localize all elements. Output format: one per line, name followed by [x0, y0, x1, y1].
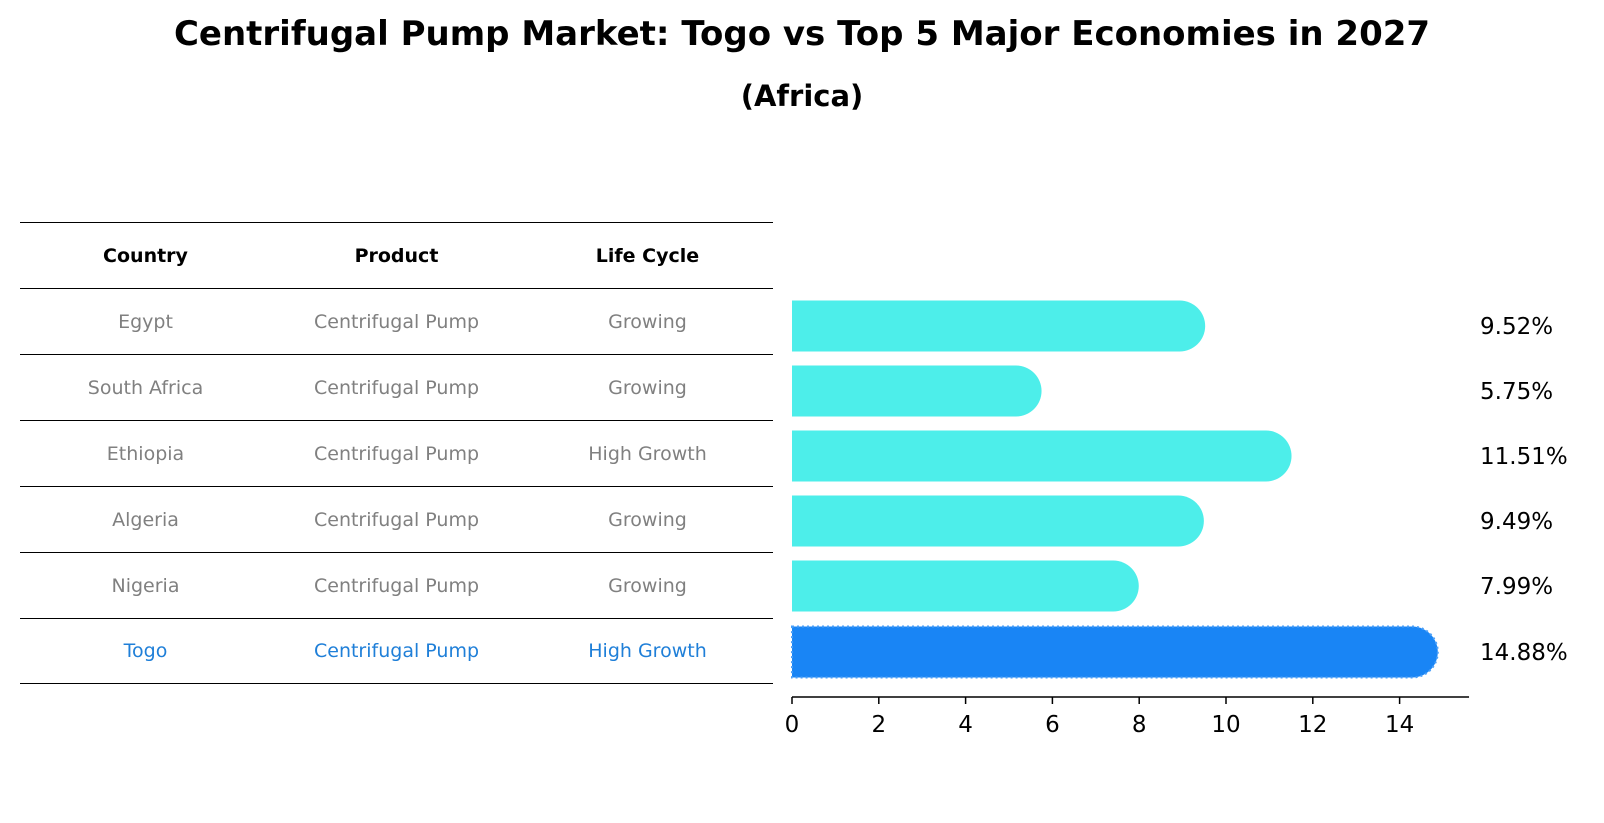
x-tick-label: 4	[958, 712, 973, 738]
country-cell: Nigeria	[111, 574, 180, 597]
country-table: Country Product Life Cycle Egypt Centrif…	[20, 222, 773, 684]
header-country: Country	[103, 244, 188, 267]
country-cell: Algeria	[112, 508, 179, 531]
data-label: 9.49%	[1480, 509, 1553, 535]
life-cycle-cell: High Growth	[588, 442, 707, 465]
table-row: Egypt Centrifugal Pump Growing	[20, 288, 773, 354]
life-cycle-cell: Growing	[608, 376, 687, 399]
data-label: 5.75%	[1480, 379, 1553, 405]
table-header-row: Country Product Life Cycle	[20, 222, 773, 288]
header-life-cycle: Life Cycle	[595, 244, 700, 267]
product-cell: Centrifugal Pump	[313, 574, 480, 597]
table-row: South Africa Centrifugal Pump Growing	[20, 354, 773, 420]
life-cycle-cell: Growing	[608, 508, 687, 531]
x-tick-label: 14	[1385, 712, 1414, 738]
x-tick-label: 0	[785, 712, 800, 738]
x-tick-label: 8	[1132, 712, 1147, 738]
table-row: Algeria Centrifugal Pump Growing	[20, 486, 773, 552]
bar-highlight-outline	[791, 625, 1439, 679]
chart-title: Centrifugal Pump Market: Togo vs Top 5 M…	[173, 14, 1431, 54]
country-cell: Egypt	[118, 310, 173, 333]
bar	[792, 560, 1139, 612]
product-cell: Centrifugal Pump	[313, 508, 480, 531]
header-product: Product	[354, 244, 439, 267]
product-cell: Centrifugal Pump	[313, 376, 480, 399]
x-tick-label: 6	[1045, 712, 1060, 738]
data-label: 11.51%	[1480, 444, 1568, 470]
country-cell: Togo	[123, 640, 168, 662]
bar	[792, 300, 1206, 352]
table-row-highlight: Togo Centrifugal Pump High Growth	[20, 618, 773, 684]
bar-highlight	[792, 626, 1438, 678]
bar	[792, 365, 1042, 417]
life-cycle-cell: Growing	[608, 310, 687, 333]
bar	[792, 430, 1292, 482]
product-cell: Centrifugal Pump	[313, 442, 480, 465]
data-label: 14.88%	[1480, 640, 1568, 666]
table-row: Nigeria Centrifugal Pump Growing	[20, 552, 773, 618]
data-label: 7.99%	[1480, 574, 1553, 600]
bar	[792, 495, 1204, 547]
x-tick-label: 2	[871, 712, 886, 738]
x-tick-label: 10	[1211, 712, 1240, 738]
table-row: Ethiopia Centrifugal Pump High Growth	[20, 420, 773, 486]
chart-subtitle: (Africa)	[740, 79, 864, 113]
product-cell: Centrifugal Pump	[313, 310, 480, 333]
product-cell: Centrifugal Pump	[313, 640, 480, 662]
country-cell: South Africa	[87, 376, 204, 399]
life-cycle-cell: High Growth	[588, 640, 707, 662]
life-cycle-cell: Growing	[608, 574, 687, 597]
data-label: 9.52%	[1480, 314, 1553, 340]
country-cell: Ethiopia	[106, 442, 185, 465]
x-tick-label: 12	[1298, 712, 1327, 738]
